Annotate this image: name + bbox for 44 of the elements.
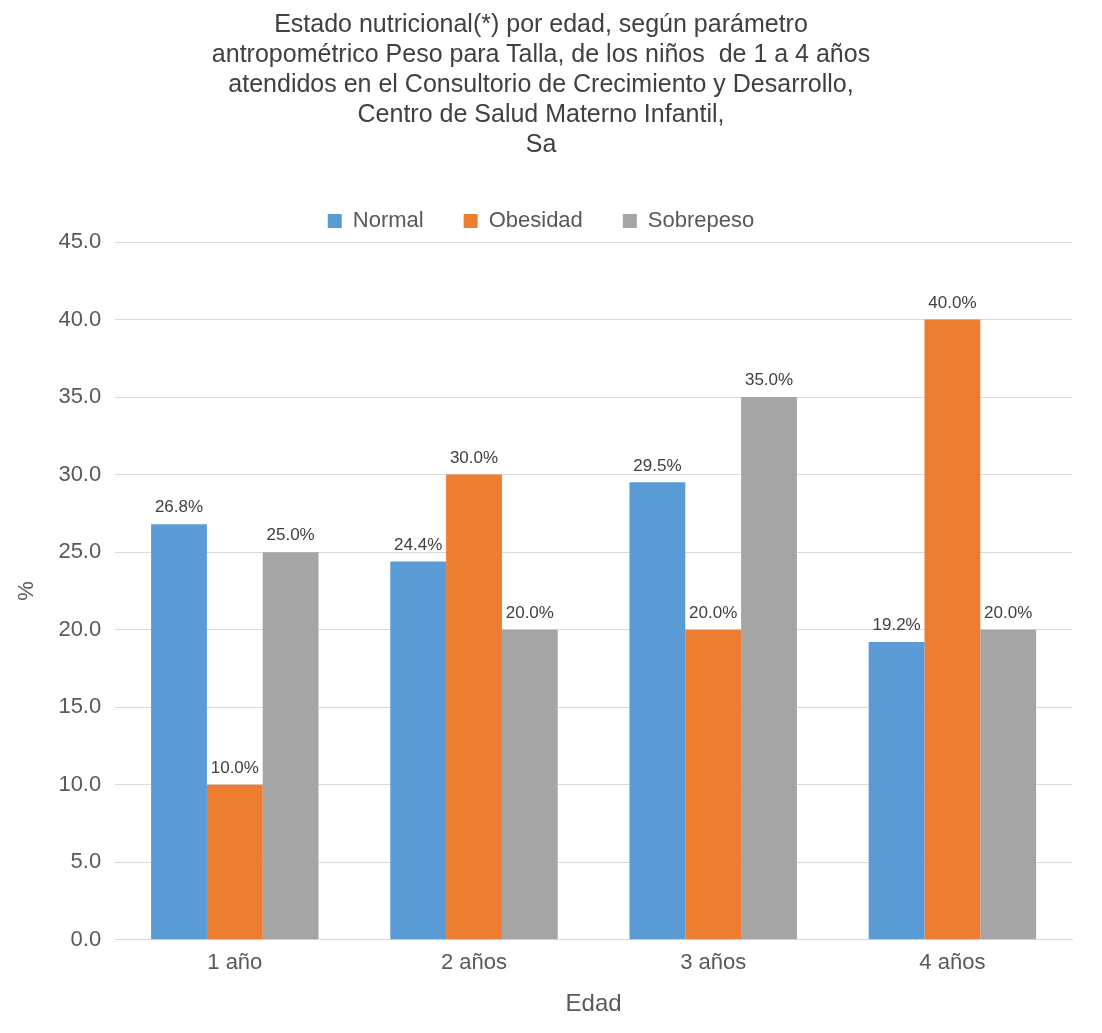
bar [262,552,319,940]
y-tick-label: 45.0 [58,228,102,254]
data-label: 30.0% [449,447,499,467]
data-label: 19.2% [872,615,921,635]
x-axis-title: Edad [565,989,622,1017]
data-label: 26.8% [154,497,204,517]
chart-title: Estado nutricional(*) por edad, según parámetro antropométrico Peso para Talla, de los niños de 1 a 4 años atendidos en el Consultorio de Crecimiento y Desarrollo, Centro de Salud Materno Infantil, Sa [211,8,871,157]
data-label: 29.5% [633,455,682,475]
y-tick-label: 40.0 [58,305,102,331]
bar [206,784,263,940]
legend-label: Sobrepeso [647,207,755,233]
data-label: 40.0% [928,292,977,312]
data-label: 35.0% [744,370,794,390]
x-tick-label: 1 año [207,949,263,975]
data-label: 10.0% [210,757,259,777]
bar [741,397,797,940]
bar [685,629,742,940]
y-tick-label: 15.0 [58,693,102,719]
y-axis-title: % [13,581,39,601]
legend-label: Normal [352,207,424,233]
y-tick-label: 0.0 [70,925,102,951]
x-tick-label: 3 años [680,949,747,975]
data-label: 20.0% [984,602,1033,622]
y-tick-label: 30.0 [58,460,102,486]
bar [868,642,925,940]
y-tick-label: 20.0 [58,615,102,641]
bar [629,482,686,940]
bar [924,319,981,940]
data-label: 24.4% [394,534,443,554]
data-label: 20.0% [505,602,554,622]
x-tick-label: 2 años [440,949,508,975]
data-label: 20.0% [689,602,738,622]
y-tick-label: 35.0 [58,383,102,409]
legend-label: Obesidad [488,207,583,233]
bar [151,524,207,940]
data-label: 25.0% [266,525,315,545]
bar [390,561,447,940]
bar [446,474,502,940]
y-tick-label: 10.0 [58,770,102,796]
y-tick-label: 5.0 [70,848,102,874]
bar [980,629,1037,940]
x-tick-label: 4 años [919,949,986,975]
y-tick-label: 25.0 [58,538,102,564]
bar [501,629,558,940]
